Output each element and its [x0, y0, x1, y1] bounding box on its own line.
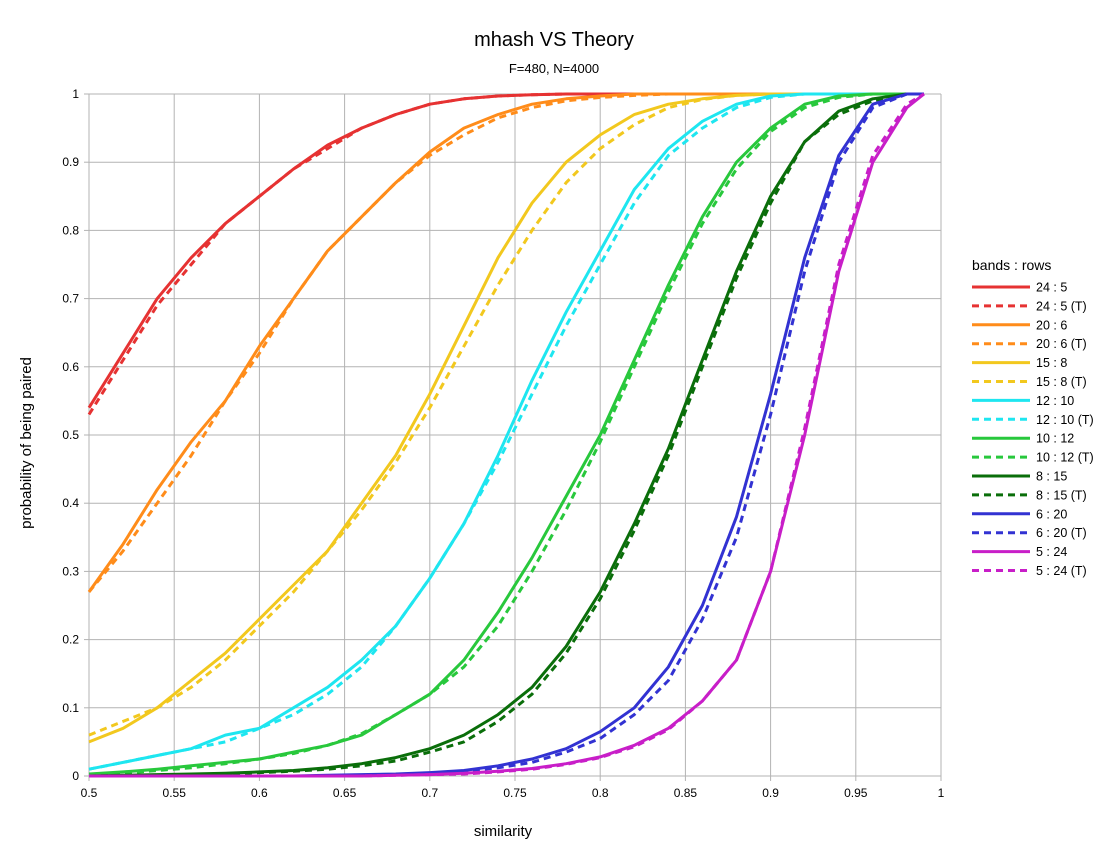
y-tick-label: 0.5	[62, 428, 79, 442]
legend-item: 24 : 5 (T)	[972, 299, 1087, 313]
x-tick-label: 0.7	[421, 786, 438, 800]
legend-item: 12 : 10	[972, 394, 1074, 408]
legend-label: 5 : 24	[1036, 545, 1067, 559]
legend-item: 5 : 24 (T)	[972, 564, 1087, 578]
y-tick-label: 0.4	[62, 496, 79, 510]
legend-item: 20 : 6 (T)	[972, 337, 1087, 351]
y-tick-label: 0.9	[62, 155, 79, 169]
legend-label: 10 : 12 (T)	[1036, 451, 1094, 465]
legend-label: 15 : 8 (T)	[1036, 375, 1087, 389]
legend-item: 8 : 15	[972, 470, 1067, 484]
x-tick-label: 0.75	[503, 786, 527, 800]
legend-item: 10 : 12 (T)	[972, 451, 1094, 465]
legend-label: 20 : 6 (T)	[1036, 337, 1087, 351]
x-tick-label: 0.85	[674, 786, 698, 800]
legend-label: 12 : 10 (T)	[1036, 413, 1094, 427]
y-tick-label: 0.6	[62, 360, 79, 374]
x-tick-label: 0.9	[762, 786, 779, 800]
series-line-20-6	[87, 92, 924, 593]
tick-labels: 0.5 0.55 0.6 0.65 0.7 0.75 0.8 0.85 0.9 0.95 1 0 0.1…	[62, 87, 944, 800]
legend-label: 24 : 5 (T)	[1036, 299, 1087, 313]
legend-label: 24 : 5	[1036, 281, 1067, 295]
legend-label: 5 : 24 (T)	[1036, 564, 1087, 578]
legend-item: 15 : 8 (T)	[972, 375, 1087, 389]
data-series	[87, 92, 925, 778]
legend-label: 20 : 6	[1036, 318, 1067, 332]
legend-item: 15 : 8	[972, 356, 1067, 370]
legend-item: 6 : 20 (T)	[972, 526, 1087, 540]
y-tick-label: 1	[72, 87, 79, 101]
legend-title: bands : rows	[972, 257, 1051, 273]
series-line-10-12	[88, 92, 924, 776]
legend-item: 5 : 24	[972, 545, 1067, 559]
y-tick-label: 0.2	[62, 633, 79, 647]
x-tick-label: 0.65	[333, 786, 357, 800]
x-tick-label: 1	[938, 786, 945, 800]
legend-label: 6 : 20	[1036, 507, 1067, 521]
x-axis-label: similarity	[474, 823, 533, 840]
legend-label: 10 : 12	[1036, 432, 1074, 446]
series-line-20-6-t	[87, 92, 924, 593]
legend-item: 6 : 20	[972, 507, 1067, 521]
series-line-15-8	[88, 92, 924, 744]
x-tick-label: 0.8	[592, 786, 609, 800]
y-axis-label: probability of being paired	[18, 357, 35, 529]
legend-label: 6 : 20 (T)	[1036, 526, 1087, 540]
legend: bands : rows 24 : 5 24 : 5 (T) 20 : 6 20 : …	[972, 257, 1094, 578]
axes	[84, 93, 942, 781]
x-tick-label: 0.95	[844, 786, 868, 800]
y-tick-label: 0.3	[62, 564, 79, 578]
chart-title: mhash VS Theory	[474, 29, 634, 51]
series-line-24-5	[87, 92, 924, 409]
x-tick-label: 0.55	[163, 786, 187, 800]
legend-item: 10 : 12	[972, 432, 1074, 446]
legend-item: 20 : 6	[972, 318, 1067, 332]
series-line-8-15-t	[88, 92, 924, 778]
y-tick-label: 0.7	[62, 292, 79, 306]
legend-item: 12 : 10 (T)	[972, 413, 1094, 427]
series-line-10-12-t	[88, 92, 924, 777]
series-line-5-24-t	[89, 92, 925, 778]
y-tick-label: 0.8	[62, 223, 79, 237]
x-tick-label: 0.5	[81, 786, 98, 800]
legend-item: 8 : 15 (T)	[972, 488, 1087, 502]
y-tick-label: 0.1	[62, 701, 79, 715]
chart-subtitle: F=480, N=4000	[509, 61, 599, 76]
series-line-12-10-t	[88, 92, 924, 771]
legend-label: 8 : 15	[1036, 470, 1067, 484]
grid-lines	[88, 93, 942, 777]
legend-label: 15 : 8	[1036, 356, 1067, 370]
x-tick-label: 0.6	[251, 786, 268, 800]
series-line-6-20-t	[89, 92, 924, 778]
legend-label: 8 : 15 (T)	[1036, 488, 1087, 502]
series-line-12-10	[88, 92, 924, 771]
legend-label: 12 : 10	[1036, 394, 1074, 408]
legend-item: 24 : 5	[972, 281, 1067, 295]
y-tick-label: 0	[72, 769, 79, 783]
